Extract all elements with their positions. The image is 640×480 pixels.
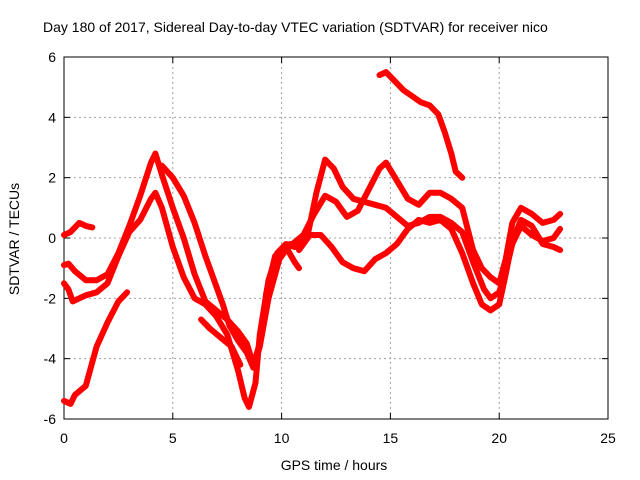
x-tick-label: 25 (600, 430, 616, 446)
y-tick-label: -2 (44, 290, 57, 306)
series-group (61, 69, 564, 410)
series-line-2 (61, 289, 131, 407)
chart-title: Day 180 of 2017, Sidereal Day-to-day VTE… (43, 19, 548, 35)
x-tick-label: 20 (491, 430, 507, 446)
axis-ticks: 0 5 10 15 20 25 -6 -4 -2 0 2 4 6 (44, 49, 616, 446)
x-tick-label: 15 (383, 430, 399, 446)
y-tick-label: -6 (44, 411, 57, 427)
y-tick-label: -4 (44, 351, 57, 367)
grid (64, 57, 608, 419)
series-line-8 (296, 216, 564, 314)
x-tick-label: 5 (169, 430, 177, 446)
y-tick-label: 0 (48, 230, 56, 246)
series-line-7 (278, 159, 564, 287)
y-axis-label: SDTVAR / TECUs (6, 183, 22, 295)
series-line-6 (198, 316, 244, 368)
y-tick-label: 6 (48, 49, 56, 65)
x-tick-label: 10 (274, 430, 290, 446)
series-line-1 (61, 219, 96, 238)
y-tick-label: 4 (48, 109, 56, 125)
series-line-9 (376, 69, 466, 181)
y-tick-label: 2 (48, 170, 56, 186)
x-tick-label: 0 (60, 430, 68, 446)
x-axis-label: GPS time / hours (281, 457, 388, 473)
